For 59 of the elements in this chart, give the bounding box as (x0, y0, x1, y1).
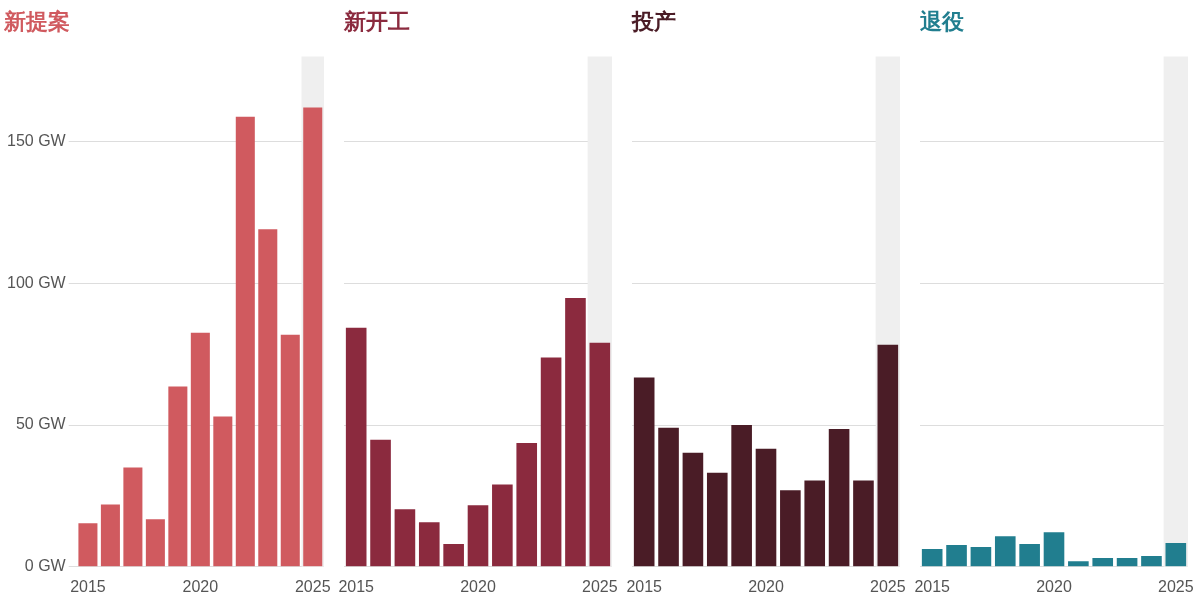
chart-title: 新开工 (343, 8, 410, 34)
x-tick-label: 2025 (870, 577, 906, 595)
bar (828, 428, 850, 567)
bar (731, 425, 752, 567)
bar (1165, 542, 1187, 567)
bar (418, 522, 440, 567)
y-tick-label: 50 GW (15, 415, 67, 433)
bar (213, 416, 233, 567)
x-tick-label: 2025 (582, 577, 618, 595)
bar (946, 544, 967, 567)
bar (706, 472, 728, 567)
bar (994, 536, 1016, 567)
bar (100, 504, 120, 567)
x-tick-label: 2015 (626, 577, 663, 595)
bar (1092, 558, 1114, 567)
bar (1116, 558, 1138, 567)
bar (1019, 544, 1040, 567)
bar (78, 523, 98, 567)
bar (804, 480, 826, 567)
bar (467, 505, 489, 567)
bar (755, 448, 777, 567)
bar (633, 377, 655, 567)
bar (682, 452, 704, 567)
bar (145, 519, 165, 567)
chart-title: 退役 (920, 8, 965, 34)
x-tick-label: 2020 (182, 577, 219, 595)
bar (443, 544, 464, 567)
bar (345, 327, 367, 567)
x-tick-label: 2020 (1036, 577, 1072, 595)
bar (258, 229, 278, 567)
chart-title: 投产 (631, 8, 676, 34)
x-tick-label: 2020 (460, 577, 496, 595)
bar (1043, 532, 1065, 567)
bar (492, 484, 513, 567)
bar (780, 490, 801, 567)
bar (853, 480, 874, 567)
bar (190, 332, 210, 567)
bar (370, 439, 391, 567)
bar (235, 116, 255, 567)
y-tick-label: 150 GW (7, 131, 67, 149)
bar (394, 509, 416, 567)
chart-title: 新提案 (3, 8, 70, 34)
x-tick-label: 2015 (338, 577, 375, 595)
bar (123, 467, 143, 567)
x-tick-label: 2015 (914, 577, 951, 595)
bar (540, 357, 562, 567)
x-tick-label: 2015 (70, 577, 106, 595)
y-tick-label: 0 GW (24, 557, 67, 575)
x-tick-label: 2025 (1158, 577, 1194, 595)
x-tick-label: 2020 (748, 577, 784, 595)
bar (658, 427, 679, 567)
bar (1141, 556, 1162, 567)
y-tick-label: 100 GW (7, 273, 67, 291)
bar (1068, 561, 1089, 567)
bar (970, 546, 992, 567)
bar (921, 548, 943, 567)
bar (168, 386, 188, 567)
x-tick-label: 2025 (294, 577, 331, 595)
bar (516, 442, 538, 567)
